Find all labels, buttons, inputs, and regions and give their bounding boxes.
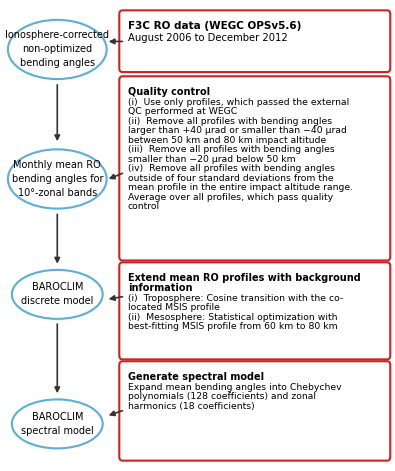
Text: smaller than −20 μrad below 50 km: smaller than −20 μrad below 50 km [128,154,295,164]
Text: outside of four standard deviations from the: outside of four standard deviations from… [128,174,334,183]
Text: (ii)  Mesosphere: Statistical optimization with: (ii) Mesosphere: Statistical optimizatio… [128,313,337,322]
Text: F3C RO data (WEGC OPSv5.6): F3C RO data (WEGC OPSv5.6) [128,21,301,31]
Text: located MSIS profile: located MSIS profile [128,303,220,312]
Text: BAROCLIM
spectral model: BAROCLIM spectral model [21,412,94,436]
Text: Monthly mean RO
bending angles for
10°-zonal bands: Monthly mean RO bending angles for 10°-z… [11,160,103,198]
Text: (ii)  Remove all profiles with bending angles: (ii) Remove all profiles with bending an… [128,117,332,126]
Text: mean profile in the entire impact altitude range.: mean profile in the entire impact altitu… [128,183,353,192]
Text: (iv)  Remove all profiles with bending angles: (iv) Remove all profiles with bending an… [128,164,335,173]
Text: Ionosphere-corrected
non-optimized
bending angles: Ionosphere-corrected non-optimized bendi… [5,31,109,68]
Text: larger than +40 μrad or smaller than −40 μrad: larger than +40 μrad or smaller than −40… [128,126,347,135]
Text: control: control [128,202,160,211]
Text: (i)  Use only profiles, which passed the external: (i) Use only profiles, which passed the … [128,98,349,107]
Text: (iii)  Remove all profiles with bending angles: (iii) Remove all profiles with bending a… [128,145,335,154]
Text: best-fitting MSIS profile from 60 km to 80 km: best-fitting MSIS profile from 60 km to … [128,322,338,331]
Text: (i)  Troposphere: Cosine transition with the co-: (i) Troposphere: Cosine transition with … [128,294,343,303]
Text: QC performed at WEGC: QC performed at WEGC [128,107,237,116]
Text: between 50 km and 80 km impact altitude: between 50 km and 80 km impact altitude [128,136,326,145]
Text: Generate spectral model: Generate spectral model [128,372,264,382]
Text: Quality control: Quality control [128,87,210,97]
Text: August 2006 to December 2012: August 2006 to December 2012 [128,33,288,43]
Text: Expand mean bending angles into Chebychev: Expand mean bending angles into Chebyche… [128,383,342,392]
Text: Extend mean RO profiles with background: Extend mean RO profiles with background [128,273,361,283]
Text: information: information [128,283,192,292]
Text: harmonics (18 coefficients): harmonics (18 coefficients) [128,402,255,411]
Text: Average over all profiles, which pass quality: Average over all profiles, which pass qu… [128,193,333,202]
Text: polynomials (128 coefficients) and zonal: polynomials (128 coefficients) and zonal [128,392,316,401]
Text: BAROCLIM
discrete model: BAROCLIM discrete model [21,283,94,306]
